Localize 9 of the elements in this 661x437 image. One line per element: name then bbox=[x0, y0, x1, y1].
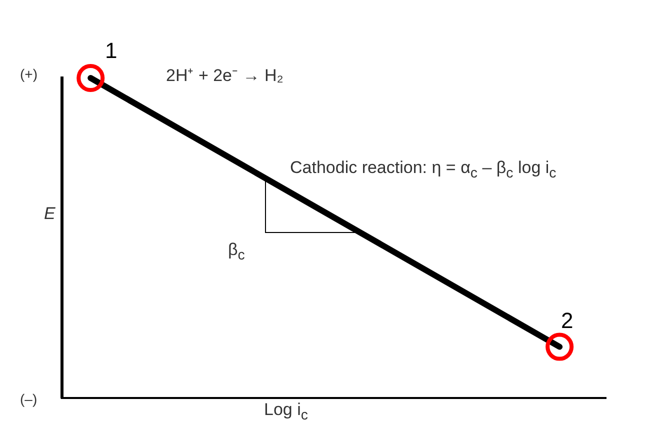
annotation: 2 bbox=[561, 308, 574, 334]
y-axis-title: E bbox=[44, 204, 56, 224]
annotation: 2H⁺ + 2e⁻ → H₂ bbox=[166, 65, 284, 86]
x-axis-title: Log i$_{c}$ bbox=[264, 400, 308, 424]
annotation: β$_{c}$ bbox=[228, 240, 245, 264]
annotation: (+) bbox=[20, 66, 38, 82]
annotation: Cathodic reaction: η = α$_{c}$ – β$_{c}$ log i$_{c}$ bbox=[290, 158, 556, 182]
annotation: (–) bbox=[20, 391, 38, 407]
text: 1 bbox=[105, 38, 118, 64]
